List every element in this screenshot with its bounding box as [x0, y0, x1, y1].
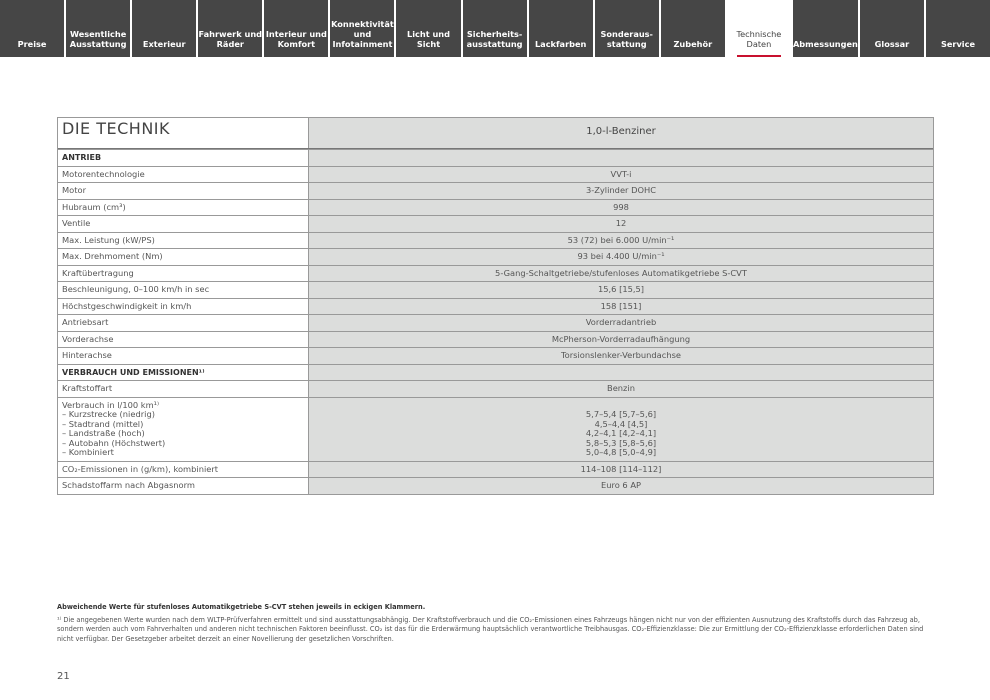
tab-label: Sonderaus-stattung: [600, 29, 653, 49]
row-value: [309, 150, 933, 166]
table-row: Beschleunigung, 0–100 km/h in sec 15,6 [1…: [58, 281, 933, 298]
row-value: 5-Gang-Schaltgetriebe/stufenloses Automa…: [309, 265, 933, 281]
tab-7[interactable]: Sicherheits-ausstattung: [462, 0, 527, 57]
table-header: DIE TECHNIK 1,0-l-Benziner: [58, 118, 933, 149]
row-label: Kraftübertragung: [58, 265, 309, 281]
row-label: VERBRAUCH UND EMISSIONEN¹⁾: [58, 364, 309, 380]
tab-5[interactable]: Konnektivität und Infotainment: [330, 0, 395, 57]
row-value: Vorderradantrieb: [309, 315, 933, 331]
row-value: 15,6 [15,5]: [309, 282, 933, 298]
tab-label: Fahrwerk und Räder: [198, 29, 263, 49]
row-label: ANTRIEB: [58, 150, 309, 166]
row-label: Max. Leistung (kW/PS): [58, 232, 309, 248]
table-title: DIE TECHNIK: [58, 118, 309, 148]
table-row: Max. Drehmoment (Nm) 93 bei 4.400 U/min⁻¹: [58, 248, 933, 265]
tab-label: Interieur und Komfort: [265, 29, 327, 49]
row-value: [309, 364, 933, 380]
tab-label: Glossar: [874, 39, 910, 49]
tab-14[interactable]: Service: [925, 0, 990, 57]
table-row: CO₂-Emissionen in (g/km), kombiniert 114–…: [58, 460, 933, 477]
row-value: 114–108 [114–112]: [309, 461, 933, 477]
tab-label: Sicherheits-ausstattung: [466, 29, 523, 49]
row-value: 53 (72) bei 6.000 U/min⁻¹: [309, 232, 933, 248]
row-label: Kraftstoffart: [58, 381, 309, 397]
tab-1[interactable]: Wesentliche Ausstattung: [66, 0, 131, 57]
tech-table: DIE TECHNIK 1,0-l-Benziner ANTRIEB Motore…: [57, 117, 934, 495]
tab-12[interactable]: Abmessungen: [792, 0, 858, 57]
tab-label: Service: [940, 39, 976, 49]
row-value: Benzin: [309, 381, 933, 397]
tab-8[interactable]: Lackfarben: [528, 0, 593, 57]
row-label: Höchstgeschwindigkeit in km/h: [58, 298, 309, 314]
tab-10[interactable]: Zubehör: [660, 0, 725, 57]
table-row: Kraftübertragung 5-Gang-Schaltgetriebe/st…: [58, 264, 933, 281]
tab-4[interactable]: Interieur und Komfort: [264, 0, 329, 57]
row-label: Max. Drehmoment (Nm): [58, 249, 309, 265]
table-row: Kraftstoffart Benzin: [58, 380, 933, 397]
table-row: Max. Leistung (kW/PS) 53 (72) bei 6.000 U…: [58, 231, 933, 248]
table-row: Antriebsart Vorderradantrieb: [58, 314, 933, 331]
section-row: ANTRIEB: [58, 149, 933, 166]
row-label: Motorentechnologie: [58, 166, 309, 182]
row-value: 93 bei 4.400 U/min⁻¹: [309, 249, 933, 265]
table-row: Hinterachse Torsionslenker-Verbundachse: [58, 347, 933, 364]
row-value: VVT-i: [309, 166, 933, 182]
tab-label: Abmessungen: [792, 39, 858, 49]
row-label: Beschleunigung, 0–100 km/h in sec: [58, 282, 309, 298]
column-header: 1,0-l-Benziner: [309, 118, 933, 148]
row-value: 12: [309, 216, 933, 232]
row-label: Schadstoffarm nach Abgasnorm: [58, 478, 309, 494]
table-row: Motorentechnologie VVT-i: [58, 165, 933, 182]
tab-label: Lackfarben: [534, 39, 587, 49]
footer-note: Abweichende Werte für stufenloses Automa…: [57, 603, 426, 611]
table-row: Höchstgeschwindigkeit in km/h 158 [151]: [58, 297, 933, 314]
table-row: Hubraum (cm³) 998: [58, 198, 933, 215]
row-label: Antriebsart: [58, 315, 309, 331]
row-value: McPherson-Vorderradaufhängung: [309, 331, 933, 347]
footnote-1: ¹⁾ Die angegebenen Werte wurden nach dem…: [57, 615, 924, 643]
section-row: VERBRAUCH UND EMISSIONEN¹⁾: [58, 363, 933, 380]
row-label: Ventile: [58, 216, 309, 232]
table-row: Ventile 12: [58, 215, 933, 232]
tab-6[interactable]: Licht und Sicht: [396, 0, 461, 57]
tab-label: Wesentliche Ausstattung: [69, 29, 127, 49]
tab-label: Konnektivität und Infotainment: [331, 19, 394, 49]
table-row: Schadstoffarm nach Abgasnorm Euro 6 AP: [58, 477, 933, 494]
table-row: Verbrauch in l/100 km¹⁾ – Kurzstrecke (n…: [58, 396, 933, 461]
row-value: Euro 6 AP: [309, 478, 933, 494]
tab-label: Preise: [17, 39, 47, 49]
row-value: Torsionslenker-Verbundachse: [309, 348, 933, 364]
footnotes: Abweichende Werte für stufenloses Automa…: [57, 603, 937, 644]
tab-label: Licht und Sicht: [407, 29, 450, 49]
tab-label: Zubehör: [673, 39, 713, 49]
tab-11[interactable]: Technische Daten: [726, 0, 791, 57]
row-value: 158 [151]: [309, 298, 933, 314]
row-value: 5,7–5,4 [5,7–5,6] 4,5–4,4 [4,5] 4,2–4,1 …: [309, 397, 933, 461]
row-label: CO₂-Emissionen in (g/km), kombiniert: [58, 461, 309, 477]
row-label: Vorderachse: [58, 331, 309, 347]
tab-0[interactable]: Preise: [0, 0, 65, 57]
table-row: Vorderachse McPherson-Vorderradaufhängung: [58, 330, 933, 347]
tab-2[interactable]: Exterieur: [132, 0, 197, 57]
page-number: 21: [57, 671, 70, 682]
row-label: Motor: [58, 183, 309, 199]
table-row: Motor 3-Zylinder DOHC: [58, 182, 933, 199]
row-label: Verbrauch in l/100 km¹⁾ – Kurzstrecke (n…: [58, 397, 309, 461]
tab-3[interactable]: Fahrwerk und Räder: [198, 0, 263, 57]
tab-13[interactable]: Glossar: [859, 0, 924, 57]
row-value: 3-Zylinder DOHC: [309, 183, 933, 199]
row-label: Hinterachse: [58, 348, 309, 364]
tab-label: Exterieur: [142, 39, 186, 49]
row-label: Hubraum (cm³): [58, 199, 309, 215]
tab-9[interactable]: Sonderaus-stattung: [594, 0, 659, 57]
tab-label: Technische Daten: [736, 29, 782, 49]
section-nav: Preise Wesentliche Ausstattung Exterieur Fa…: [0, 0, 990, 57]
row-value: 998: [309, 199, 933, 215]
